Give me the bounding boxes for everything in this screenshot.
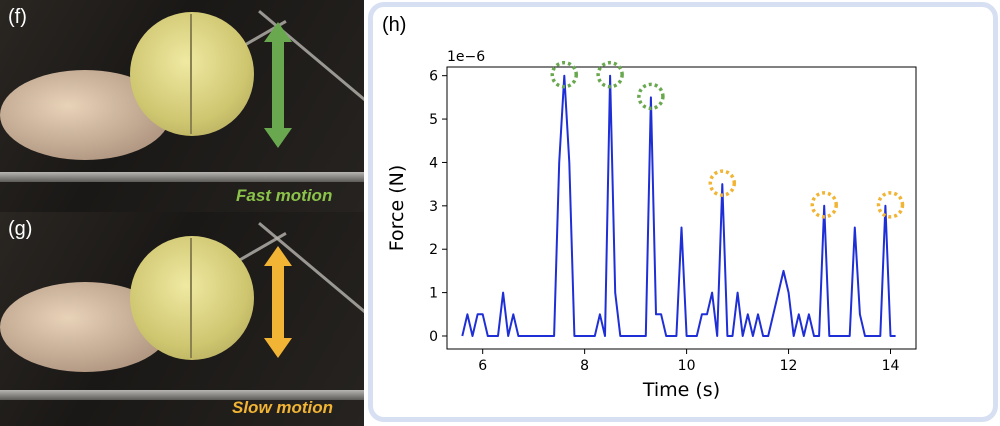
y-tick-label: 6 [429, 69, 438, 85]
photo-panel-fast: (f) Fast motion [0, 0, 364, 212]
plot-area [446, 66, 917, 350]
rail [0, 172, 364, 182]
panel-label-f: (f) [8, 6, 27, 28]
slow-peak-marker [708, 169, 737, 197]
force-series-line [461, 74, 896, 337]
x-tick-label: 12 [780, 358, 798, 374]
ball-image [130, 236, 254, 360]
ball-image [130, 12, 254, 136]
panel-label-g: (g) [8, 218, 33, 240]
double-arrow-icon [264, 246, 292, 358]
arrow-fast [264, 22, 292, 148]
panel-label-h: (h) [382, 14, 407, 36]
rail [0, 390, 364, 400]
y-tick-label: 2 [429, 242, 438, 258]
x-axis-label: Time (s) [642, 379, 720, 401]
y-tick-label: 1 [429, 286, 438, 302]
y-axis-label: Force (N) [386, 165, 408, 251]
photo-panel-slow: (g) Slow motion [0, 212, 364, 426]
fast-peak-marker [550, 60, 578, 89]
slow-motion-label: Slow motion [232, 398, 334, 417]
slow-peak-marker [810, 191, 838, 219]
y-scale-label: 1e−6 [447, 49, 485, 65]
y-tick-label: 5 [429, 112, 438, 128]
fast-peak-marker [596, 60, 624, 89]
x-tick-label: 14 [882, 358, 900, 374]
peak-markers [550, 60, 905, 219]
fast-peak-marker [637, 82, 665, 111]
double-arrow-icon [264, 22, 292, 148]
y-tick-label: 0 [429, 329, 438, 345]
x-tick-label: 8 [580, 358, 589, 374]
chart-frame [368, 2, 998, 422]
y-tick-label: 3 [429, 199, 438, 215]
x-tick-label: 10 [678, 358, 696, 374]
x-tick-label: 6 [478, 358, 487, 374]
arrow-slow [264, 246, 292, 358]
fast-motion-label: Fast motion [236, 186, 333, 205]
slow-peak-marker [876, 191, 905, 219]
y-tick-label: 4 [429, 155, 438, 171]
